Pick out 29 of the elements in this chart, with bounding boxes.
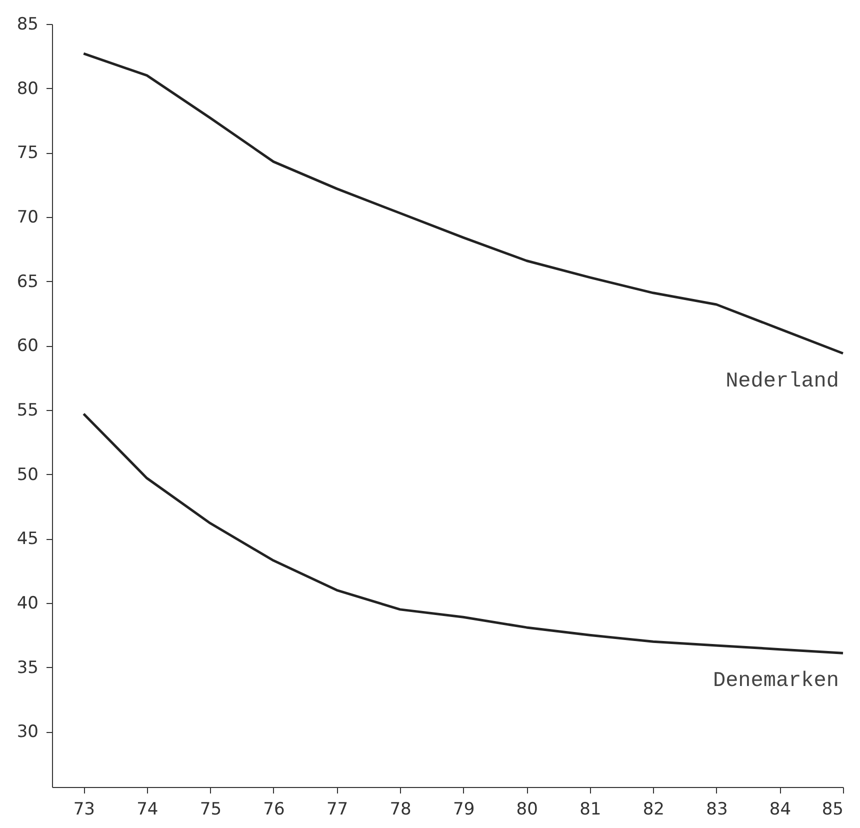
x-tick-label: 80 bbox=[516, 800, 538, 820]
y-tick-label: 35 bbox=[16, 658, 38, 678]
x-tick-label: 76 bbox=[263, 800, 285, 820]
x-tick-label: 73 bbox=[73, 800, 95, 820]
y-tick-label: 50 bbox=[16, 464, 38, 485]
y-tick-label: 65 bbox=[16, 272, 38, 292]
x-tick-label: 85 bbox=[822, 800, 844, 820]
x-tick-label: 84 bbox=[769, 800, 792, 820]
series-label: Nederland bbox=[726, 370, 839, 394]
y-tick-label: 55 bbox=[16, 400, 38, 421]
y-tick-label: 30 bbox=[16, 722, 38, 742]
x-tick-label: 79 bbox=[453, 800, 475, 820]
y-tick-label: 75 bbox=[16, 143, 38, 164]
x-tick-label: 82 bbox=[642, 800, 664, 820]
x-tick-label: 75 bbox=[200, 800, 222, 820]
series-label: Denemarken bbox=[712, 670, 839, 694]
x-tick-label: 83 bbox=[706, 800, 728, 820]
y-tick-label: 80 bbox=[16, 78, 38, 99]
y-tick-label: 60 bbox=[16, 336, 38, 356]
x-tick-label: 81 bbox=[580, 800, 602, 820]
line-series bbox=[82, 412, 844, 654]
y-tick-label: 85 bbox=[16, 14, 38, 34]
y-tick-label: 45 bbox=[16, 529, 38, 550]
x-tick-label: 74 bbox=[136, 800, 158, 820]
x-tick-label: 78 bbox=[390, 800, 412, 820]
y-tick-label: 70 bbox=[16, 208, 38, 228]
y-tick-label: 40 bbox=[16, 594, 38, 614]
x-tick-label: 77 bbox=[326, 800, 348, 820]
line-series bbox=[82, 52, 844, 355]
